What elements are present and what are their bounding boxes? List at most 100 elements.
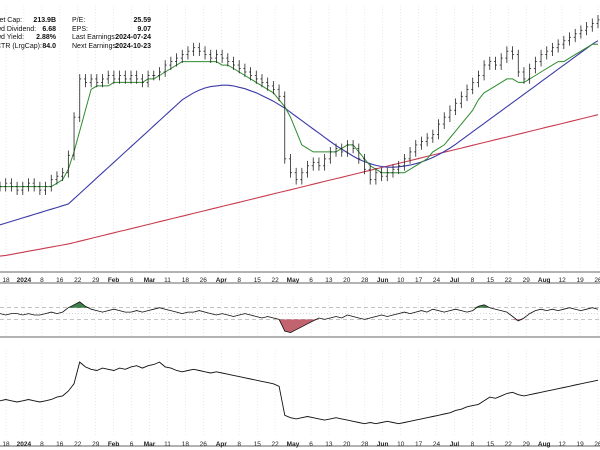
price-bar [175,53,179,67]
x-tick-label: 13 [325,277,333,284]
info-row: CTR (LrgCap): 84.0 [0,43,56,52]
price-bar [323,153,327,171]
price-bar [585,21,589,36]
price-bar [374,167,378,185]
price-bar [425,133,429,147]
price-bar [4,178,8,192]
price-bar [459,91,463,109]
x-tick-label-bottom: 17 [415,441,423,448]
x-tick-label-bottom: 8 [40,441,44,448]
price-bar [328,147,332,164]
fundamentals-left: ket Cap: 213.9B wd Dividend: 6.68 wd Yield… [0,17,56,52]
price-bar [232,56,236,70]
price-bar [118,70,122,84]
oscillator-panel [0,301,600,334]
price-bar [545,46,549,60]
mid-moving-average-line [0,40,599,226]
panel-frames [0,271,600,447]
price-bar [300,167,304,185]
x-tick-label: 22 [74,277,82,284]
price-bar [437,119,441,140]
price-bar [454,98,458,116]
x-tick-label: 8 [40,277,44,284]
x-tick-label: 26 [594,277,600,284]
price-bar [140,74,144,88]
price-bar [522,67,526,84]
price-bar [197,42,201,57]
price-panel [0,15,600,257]
price-bar [488,56,492,70]
info-value: 2024-10-23 [115,43,151,51]
price-bar [465,84,469,102]
price-bar [511,46,515,60]
x-tick-label: 15 [487,277,495,284]
x-tick-label-bottom: 29 [92,441,100,448]
price-bar [243,63,247,77]
x-tick-label-bottom: 26 [200,441,208,448]
price-bar [152,70,156,81]
price-bar [550,42,554,57]
price-bar [61,167,65,182]
info-label: wd Dividend: [0,25,37,33]
x-tick-label-bottom: 28 [361,441,369,448]
price-bar [448,105,452,123]
price-bar [414,140,418,157]
x-tick-label: 17 [415,277,423,284]
price-bar [163,60,167,77]
x-tick-label-bottom: 6 [309,441,313,448]
price-bar [49,174,53,192]
info-row: EPS: 9.07 [72,26,151,35]
info-value: 25.59 [133,17,151,24]
x-tick-label-bottom: 26 [594,441,600,448]
price-bar [539,49,543,67]
price-bar [431,129,435,143]
price-bar [186,46,190,60]
price-bar [402,153,406,171]
price-bar [129,70,133,84]
price-bar [368,164,372,185]
x-tick-label: Feb [108,277,120,284]
x-tick-label-bottom: Jun [377,441,389,448]
info-label: EPS: [72,25,88,33]
x-tick-label-bottom: 18 [182,441,190,448]
price-bar [260,74,264,88]
price-bar [55,171,59,185]
price-bar [471,77,475,95]
price-bar [397,160,401,175]
price-bar [311,157,315,171]
price-bar [95,74,99,88]
price-bar [0,181,2,192]
info-label: CTR (LrgCap): [0,43,42,51]
x-tick-label-bottom: 8 [237,441,241,448]
price-bar [89,74,93,88]
price-bar [78,74,82,123]
price-bar [516,49,520,77]
fundamentals-right: P/E: 25.59 EPS: 9.07 Last Earnings: 2024-07… [72,17,151,52]
price-bar [169,56,173,70]
price-bar [146,70,150,88]
x-tick-label-bottom: Aug [538,441,551,448]
info-row: P/E: 25.59 [72,17,151,26]
price-bar [391,164,395,178]
info-value: 9.07 [137,25,151,33]
price-bar [32,178,36,192]
price-bar [362,153,366,175]
price-bar [351,140,355,154]
price-bar [476,70,480,88]
price-bar [556,39,560,53]
x-tick-label: 22 [505,277,513,284]
x-tick-label: 24 [433,277,441,284]
price-bar [493,56,497,70]
price-bar [192,42,196,57]
price-bar [288,153,292,178]
price-bar [83,74,87,88]
price-bar [277,84,281,102]
x-tick-label-bottom: 22 [74,441,82,448]
price-bar [562,35,566,50]
x-axis-labels: 18182024202488161622222929FebFeb66MarMar… [2,277,600,448]
price-bar [419,136,423,150]
price-bar [209,49,213,63]
x-tick-label: 20 [343,277,351,284]
x-tick-label: 6 [130,277,134,284]
